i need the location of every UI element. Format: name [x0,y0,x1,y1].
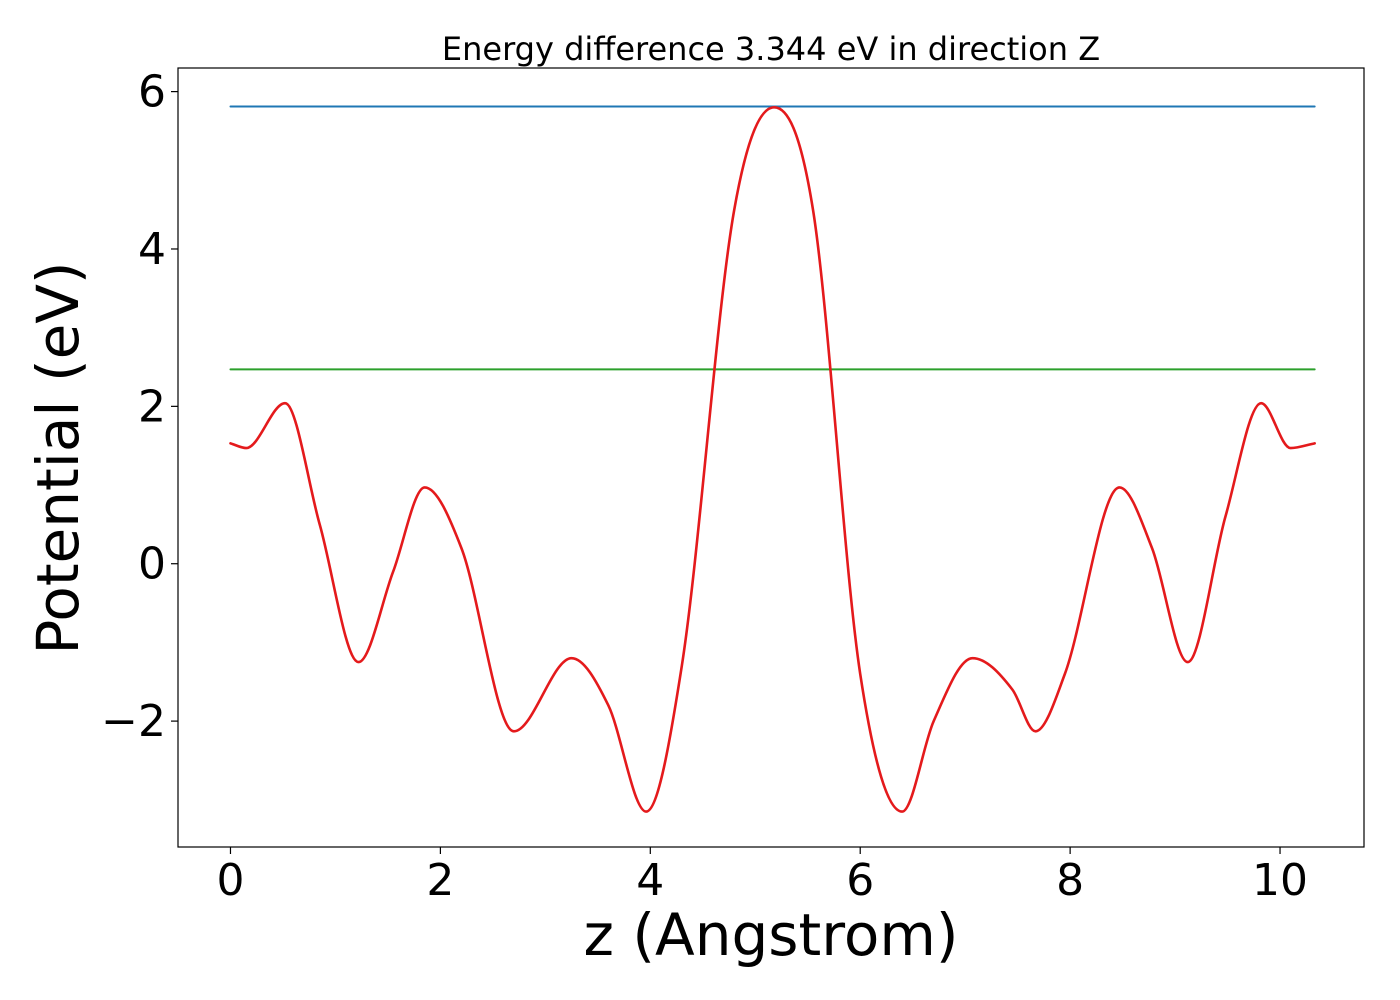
x-tick-label: 0 [216,855,244,906]
y-tick-label: 6 [138,67,166,118]
y-tick-label: −2 [101,696,166,747]
x-ticks: 0 2 4 6 8 10 [216,847,1308,906]
x-tick-label: 6 [846,855,874,906]
y-axis-label: Potential (eV) [24,261,92,654]
x-tick-label: 8 [1056,855,1084,906]
y-ticks: −2 0 2 4 6 [101,67,178,747]
chart-title: Energy difference 3.344 eV in direction … [442,30,1100,68]
plot-area [229,105,1316,813]
x-tick-label: 2 [426,855,454,906]
x-axis-label: z (Angstrom) [584,901,959,969]
plot-frame [177,67,1365,848]
series-line-red [229,106,1316,813]
x-tick-label: 10 [1252,855,1308,906]
x-tick-label: 4 [636,855,664,906]
y-tick-label: 0 [138,539,166,590]
y-tick-label: 4 [138,224,166,275]
y-tick-label: 2 [138,381,166,432]
